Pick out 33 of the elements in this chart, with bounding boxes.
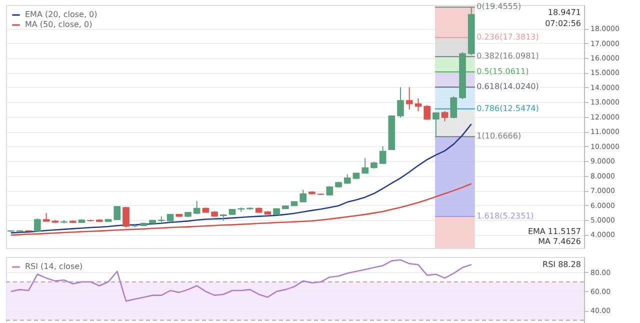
ref-line-label: 0.382(16.0981) [476,52,539,61]
candlestick [379,146,386,165]
legend-label: EMA (20, close, 0) [25,10,98,19]
ref-line-label: 0.618(14.0240) [476,82,539,92]
text: EMA 11.5157 [528,227,581,236]
line-series [10,259,472,302]
candlestick [432,112,440,138]
candlestick [424,104,430,120]
legend-label: MA (50, close, 0) [25,20,92,29]
candlestick [34,218,41,232]
candlestick [362,158,368,174]
candlestick [122,206,130,228]
ref-line-label: 1.618(5.2351) [476,212,534,221]
candlestick [441,110,448,122]
ref-line-label: 0.236(17.3813) [476,32,539,42]
candlestick [406,86,413,110]
text: 18.9471 [548,8,581,17]
ref-line-label: 0.5(15.0611) [476,66,529,76]
candlestick [450,96,458,119]
candlestick [397,86,404,118]
text: 07:02:56 [545,19,581,28]
candlestick [344,174,351,184]
candlestick [114,206,121,221]
ref-line-label: 0.786(12.5474) [476,104,539,113]
candlestick [193,200,200,215]
text: MA 7.4626 [538,237,581,246]
text: RSI 88.28 [542,260,581,269]
ref-line-label: 0(19.4555) [476,2,522,12]
candlestick [326,186,334,196]
candlestick [300,189,307,203]
ref-line-label: 1(10.6666) [476,132,522,141]
line-series [10,183,472,236]
legend-label: RSI (14, close) [25,262,83,271]
